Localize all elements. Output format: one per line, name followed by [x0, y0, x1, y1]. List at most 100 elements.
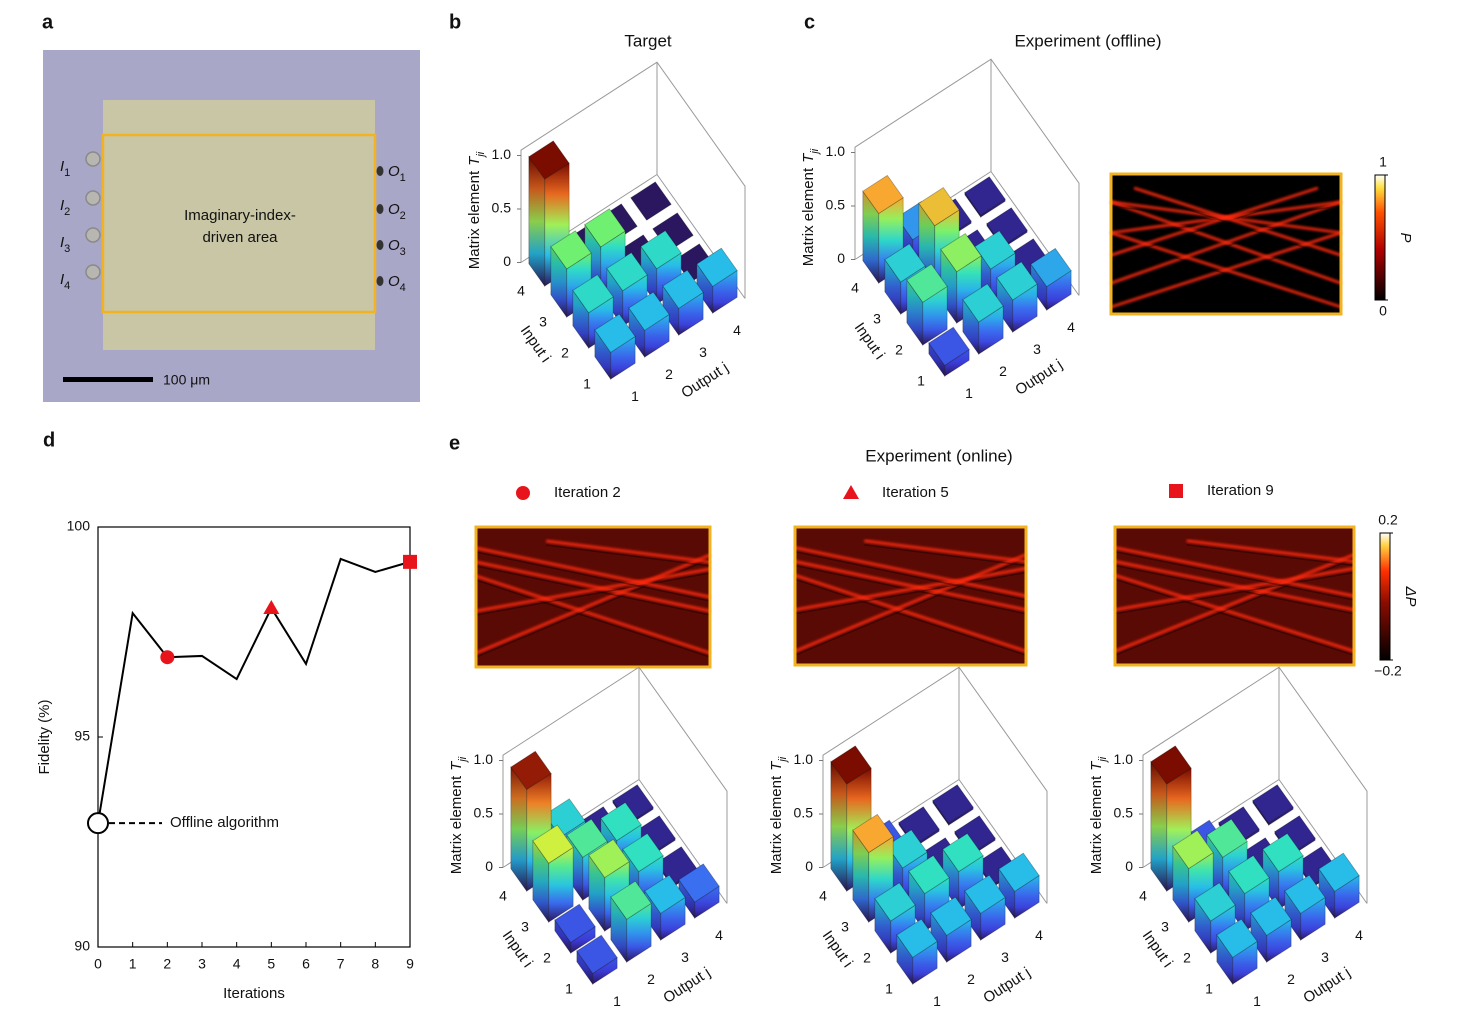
beam [475, 546, 711, 599]
input-port [85, 190, 101, 206]
output-port [376, 276, 384, 286]
bar-top [566, 818, 608, 858]
beam-dark [475, 579, 711, 658]
z-tick-label: 1.0 [474, 751, 494, 767]
beam [1114, 566, 1355, 612]
chart-title: Experiment (offline) [1014, 31, 1161, 50]
bar [964, 176, 1006, 219]
bar-shade [908, 871, 925, 932]
z-label-symbol: T [448, 760, 465, 771]
beam-dark [1133, 191, 1342, 260]
x-tick-label: 1 [631, 388, 639, 404]
y-axis-label: Input i [517, 323, 554, 366]
bar-top [628, 291, 670, 331]
bar-shade [862, 191, 879, 284]
bar-top [932, 784, 974, 824]
z-tick-label: 0.5 [474, 805, 494, 821]
port-symbol: I [60, 197, 64, 214]
port-index: 3 [64, 243, 70, 255]
bar [930, 896, 972, 964]
x-tick-label: 6 [302, 956, 310, 972]
bar [594, 313, 636, 381]
beam [475, 567, 711, 613]
bar [1284, 874, 1326, 942]
output-label: O1 [388, 163, 406, 184]
beam [1133, 186, 1342, 257]
z-tick-label: 0 [1125, 858, 1133, 874]
bar [964, 874, 1006, 942]
bar-top [1284, 874, 1326, 914]
x-tick-label: 3 [1001, 949, 1009, 965]
x-tick-label: 4 [1067, 319, 1075, 335]
bar-top [1228, 854, 1270, 895]
marker [87, 812, 109, 835]
bar-top [1252, 784, 1294, 824]
y-tick-label: 1 [885, 981, 893, 997]
bar-top [1150, 745, 1192, 785]
bar-top [1318, 852, 1360, 892]
z-axis-label: Matrix element Tji [1088, 756, 1109, 874]
bar-shade [1284, 891, 1301, 941]
beam-dark [475, 572, 711, 616]
port-index: 1 [64, 167, 70, 179]
x-axis-label: Output j [1012, 356, 1065, 399]
beam-dark [1110, 191, 1319, 260]
bar-top [862, 174, 904, 215]
legend-marker [516, 486, 530, 500]
bar [528, 140, 570, 288]
beam [475, 574, 711, 655]
field-map-frame [1109, 172, 1343, 316]
bar-shade [588, 855, 605, 932]
bar-top [1216, 918, 1258, 958]
colorbar-label: P [1397, 232, 1414, 242]
port-index: 2 [64, 206, 70, 218]
bar-shade [628, 308, 645, 358]
plot-frame [97, 526, 411, 948]
z-tick-label: 1.0 [794, 751, 814, 767]
bar-shade [996, 277, 1013, 333]
bar-shade [1262, 849, 1279, 910]
bar-top [630, 181, 672, 221]
x-tick-label: 4 [1355, 927, 1363, 943]
beam [1110, 231, 1342, 309]
bar [1216, 918, 1258, 986]
z-tick-label: 0 [503, 253, 511, 269]
y-tick-label: 3 [841, 919, 849, 935]
bar-shade [662, 286, 679, 336]
y-tick-label: 2 [543, 950, 551, 966]
bar-shade [510, 767, 527, 892]
legend-label: Iteration 9 [1207, 482, 1274, 499]
panel-label: e [449, 432, 460, 454]
z-axis-label: Matrix element Tji [466, 151, 487, 269]
bar [588, 838, 630, 933]
bar-top [896, 918, 938, 958]
z-tick-label: 1.0 [826, 143, 846, 159]
bar-shade [852, 830, 869, 923]
port-symbol: I [60, 158, 64, 175]
bar-shade [964, 192, 981, 218]
bar [998, 852, 1040, 920]
z-label-sub: ji [1097, 756, 1109, 763]
bar-top [528, 140, 570, 180]
port-symbol: O [388, 163, 400, 180]
x-tick-label: 2 [665, 366, 673, 382]
bar-shade [1150, 761, 1167, 892]
bar-shade [678, 879, 695, 919]
bar-shade [930, 913, 947, 963]
chip [103, 100, 375, 350]
y-tick-label: 4 [1139, 888, 1147, 904]
output-port [376, 166, 384, 176]
annotation: Offline algorithm [170, 814, 279, 831]
bar-top [622, 832, 664, 873]
x-tick-label: 1 [933, 993, 941, 1009]
x-tick-label: 3 [681, 949, 689, 965]
x-tick-label: 5 [267, 956, 275, 972]
port-index: 2 [400, 210, 406, 222]
bar-top [588, 838, 630, 879]
z-tick-label: 1.0 [1114, 751, 1134, 767]
y-tick-label: 4 [819, 888, 827, 904]
bar-shade [696, 264, 713, 314]
bar [550, 230, 592, 319]
bar-shade [1250, 913, 1267, 963]
